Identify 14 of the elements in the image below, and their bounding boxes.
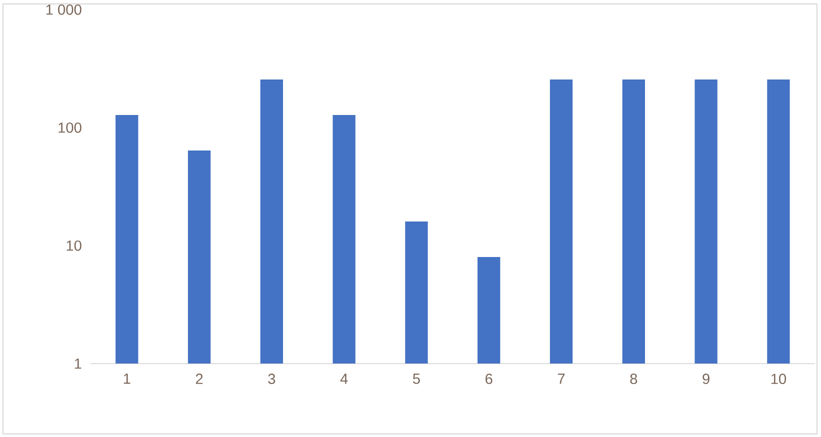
x-tick-label: 4	[340, 374, 348, 384]
x-tick-label: 1	[124, 374, 130, 384]
x-tick-label: 8	[630, 374, 638, 384]
x-tick-label: 3	[268, 374, 276, 384]
x-tick-label: 6	[486, 374, 492, 384]
x-tick-label: 9	[702, 374, 710, 384]
x-tick-label: 10	[771, 374, 786, 384]
y-tick-label: 1	[74, 358, 82, 369]
x-tick-label: 7	[558, 374, 565, 384]
x-tick-label: 2	[196, 374, 203, 384]
y-tick-label: 1 000	[46, 4, 82, 15]
x-tick-label: 5	[412, 374, 420, 384]
y-tick-label: 10	[66, 240, 82, 251]
y-tick-label: 100	[58, 122, 82, 133]
